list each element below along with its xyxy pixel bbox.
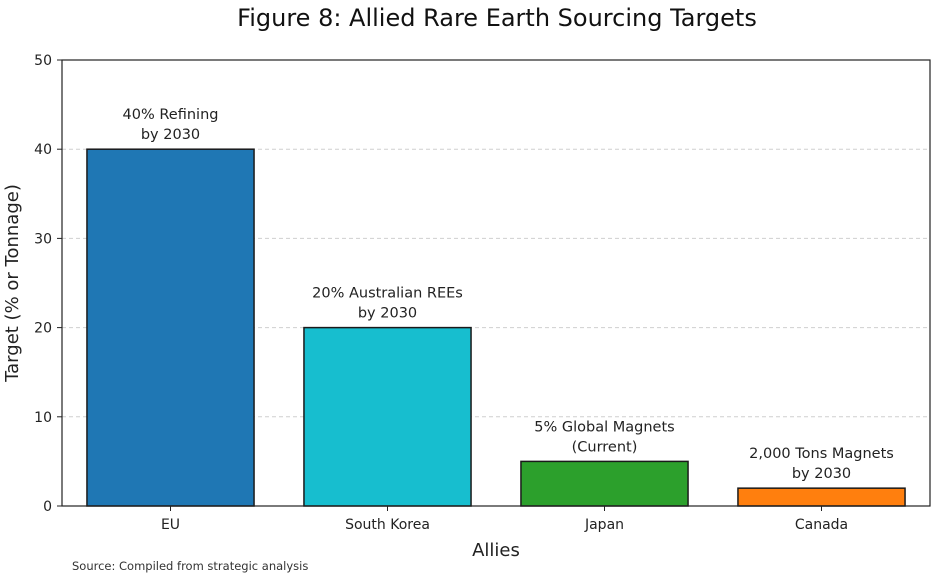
source-note: Source: Compiled from strategic analysis [72, 559, 308, 573]
y-axis-ticks: 0 10 20 30 40 50 [34, 53, 62, 515]
bar-south-korea [303, 326, 472, 507]
chart-title: Figure 8: Allied Rare Earth Sourcing Tar… [237, 4, 757, 32]
y-tick-label: 10 [34, 410, 52, 426]
x-tick-label: Japan [584, 517, 624, 533]
bar-japan [520, 460, 689, 507]
bar-annotations: 40% Refining by 2030 20% Australian REEs by… [123, 107, 894, 482]
gridlines [62, 148, 930, 418]
x-axis-ticks: EU South Korea Japan Canada [161, 506, 848, 533]
y-tick-label: 50 [34, 53, 52, 69]
data-label: (Current) [572, 439, 638, 455]
data-label: 5% Global Magnets [534, 419, 674, 435]
x-tick-label: Canada [795, 517, 848, 533]
bars [86, 148, 906, 507]
y-tick-label: 40 [34, 142, 52, 158]
x-axis-label: Allies [472, 540, 520, 561]
y-tick-label: 0 [43, 499, 52, 515]
plot-frame [61, 59, 931, 507]
y-tick-label: 20 [34, 321, 52, 337]
data-label: 40% Refining [123, 107, 219, 123]
y-axis-label: Target (% or Tonnage) [2, 184, 23, 383]
bar-eu [86, 148, 255, 507]
data-label: 20% Australian REEs [312, 286, 463, 302]
data-label: by 2030 [358, 306, 417, 322]
x-tick-label: South Korea [345, 517, 430, 533]
data-label: 2,000 Tons Magnets [749, 446, 894, 462]
x-tick-label: EU [161, 517, 180, 533]
bar-canada [737, 487, 906, 507]
data-label: by 2030 [141, 127, 200, 143]
y-tick-label: 30 [34, 231, 52, 247]
data-label: by 2030 [792, 466, 851, 482]
